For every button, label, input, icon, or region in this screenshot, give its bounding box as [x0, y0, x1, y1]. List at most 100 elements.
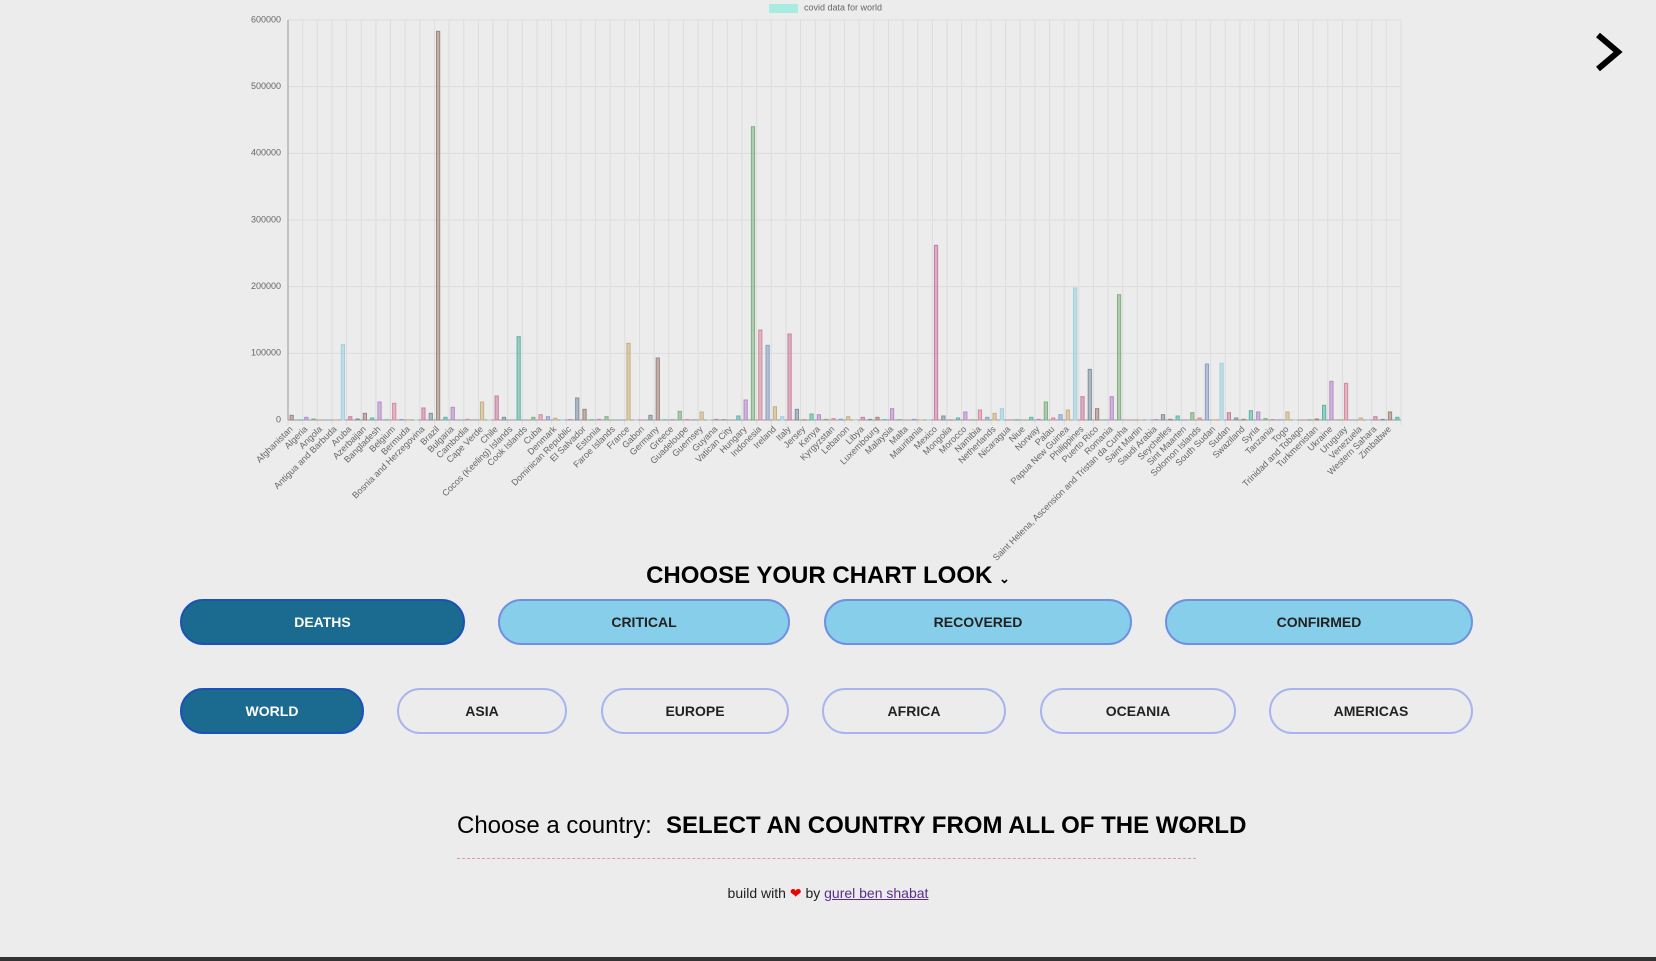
- bar: [1241, 418, 1246, 421]
- bar: [846, 416, 851, 421]
- region-button[interactable]: ASIA: [397, 688, 567, 734]
- bar: [780, 416, 785, 421]
- bar: [1373, 416, 1378, 421]
- bar: [465, 418, 470, 421]
- bar: [1029, 416, 1034, 421]
- bar: [604, 416, 609, 421]
- bar: [289, 414, 294, 421]
- region-button[interactable]: AFRICA: [822, 688, 1006, 734]
- bar: [450, 406, 455, 421]
- chart-look-toggle[interactable]: CHOOSE YOUR CHART LOOK ⌄: [0, 562, 1656, 590]
- bar: [985, 416, 990, 421]
- legend-label: covid data for world: [804, 2, 882, 12]
- bar: [714, 418, 719, 421]
- bar: [355, 418, 360, 421]
- bar: [1043, 401, 1048, 421]
- author-link[interactable]: gurel ben shabat: [824, 885, 929, 901]
- bar: [1109, 396, 1114, 421]
- metric-button[interactable]: RECOVERED: [824, 599, 1132, 645]
- bar: [999, 408, 1005, 421]
- bar: [1190, 412, 1195, 421]
- bar: [941, 415, 946, 421]
- bar: [758, 329, 763, 421]
- bar: [889, 408, 895, 421]
- bar: [1204, 363, 1210, 421]
- bar: [428, 412, 433, 421]
- heading: CHOOSE YOUR CHART LOOK: [646, 562, 993, 589]
- bar: [1073, 287, 1078, 421]
- bar: [1380, 418, 1385, 421]
- bar: [340, 344, 346, 421]
- y-tick-label: 500000: [251, 81, 281, 91]
- bar: [860, 416, 865, 421]
- bar: [992, 412, 997, 421]
- bar: [516, 336, 521, 421]
- bar: [545, 416, 551, 421]
- bar: [421, 407, 426, 421]
- bar: [677, 410, 682, 421]
- bar: [838, 418, 843, 421]
- bar: [750, 126, 756, 421]
- bar: [1263, 418, 1268, 421]
- y-tick-label: 600000: [251, 14, 281, 24]
- bar: [1219, 362, 1224, 421]
- bar: [538, 414, 543, 421]
- select-underline: [457, 858, 1196, 859]
- bar: [1065, 409, 1070, 421]
- bar: [362, 412, 367, 421]
- bar: [1234, 417, 1239, 421]
- bar: [1322, 404, 1327, 421]
- bar: [443, 416, 448, 421]
- select-chevron: ⌄: [1180, 817, 1192, 834]
- bar: [809, 413, 814, 421]
- bar: [655, 357, 660, 421]
- bar: [1095, 408, 1100, 421]
- chevron: ⌄: [999, 571, 1010, 586]
- footer: build with ❤ by gurel ben shabat: [0, 885, 1656, 902]
- metric-button[interactable]: CONFIRMED: [1165, 599, 1473, 645]
- legend-swatch: [769, 4, 798, 13]
- metric-button[interactable]: DEATHS: [180, 599, 465, 645]
- chart: covid data for world 0 100000 200000 300000…: [251, 2, 1623, 563]
- bar: [582, 408, 587, 421]
- bar: [1395, 416, 1400, 421]
- region-button[interactable]: WORLD: [180, 688, 364, 734]
- bar: [1387, 411, 1393, 421]
- region-button[interactable]: AMERICAS: [1269, 688, 1473, 734]
- country-select[interactable]: SELECT AN COUNTRY FROM ALL OF THE WORLD: [666, 812, 1247, 839]
- y-tick-label: 300000: [251, 214, 281, 224]
- bar: [348, 416, 353, 421]
- bar: [1087, 368, 1092, 421]
- bar: [1175, 415, 1180, 421]
- bar: [963, 411, 968, 421]
- y-tick-label: 400000: [251, 148, 281, 158]
- y-tick-label: 0: [276, 414, 281, 424]
- bar: [479, 401, 485, 421]
- heart: ❤: [789, 885, 802, 901]
- bar: [436, 30, 441, 421]
- bar: [743, 399, 748, 421]
- bar: [304, 416, 309, 421]
- region-button[interactable]: OCEANIA: [1040, 688, 1236, 734]
- bar: [1329, 380, 1334, 421]
- bar: [1051, 417, 1056, 421]
- bar: [531, 416, 536, 421]
- bar: [1256, 411, 1261, 421]
- y-tick-label: 100000: [251, 348, 281, 358]
- bar: [626, 342, 631, 421]
- next-arrow[interactable]: [1596, 32, 1623, 72]
- bar: [794, 408, 800, 421]
- bar: [377, 401, 382, 421]
- bar: [1116, 294, 1122, 421]
- bar: [392, 402, 397, 421]
- metric-button[interactable]: CRITICAL: [498, 599, 790, 645]
- bar: [1343, 382, 1349, 421]
- bar: [1358, 417, 1363, 421]
- bar: [553, 417, 558, 421]
- bar: [648, 414, 653, 421]
- y-tick-label: 200000: [251, 281, 281, 291]
- bar: [575, 397, 580, 421]
- bar: [1168, 418, 1173, 421]
- region-button[interactable]: EUROPE: [601, 688, 789, 734]
